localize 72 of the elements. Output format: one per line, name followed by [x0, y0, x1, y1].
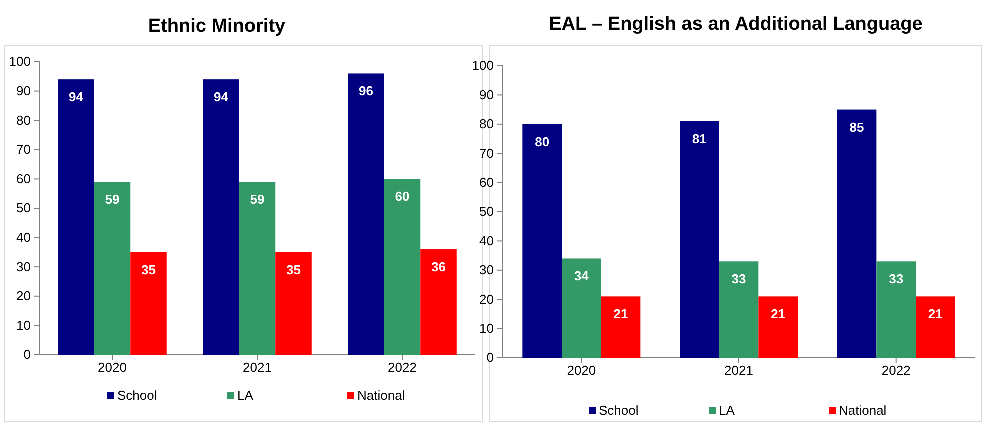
bar — [94, 182, 131, 355]
data-label: 33 — [732, 272, 746, 287]
legend-label: LA — [238, 388, 254, 403]
bar — [420, 250, 457, 355]
y-tick-label: 20 — [480, 292, 494, 307]
y-tick-label: 50 — [16, 200, 31, 216]
y-tick-label: 60 — [16, 171, 31, 186]
bar — [719, 262, 759, 358]
y-tick-label: 70 — [480, 146, 494, 161]
y-tick-label: 80 — [16, 112, 31, 128]
x-tick-label: 2022 — [388, 360, 417, 376]
data-label: 94 — [69, 90, 84, 105]
bar — [601, 296, 641, 358]
y-tick-label: 70 — [16, 142, 31, 158]
bar — [58, 80, 94, 355]
data-label: 21 — [771, 306, 786, 322]
legend-label: School — [599, 403, 639, 418]
data-label: 35 — [286, 262, 301, 278]
y-tick-label: 100 — [472, 58, 494, 74]
legend-label: National — [358, 388, 406, 403]
bar — [276, 252, 312, 355]
data-label: 59 — [105, 192, 120, 208]
x-tick-label: 2022 — [882, 363, 911, 378]
bar — [522, 124, 562, 358]
bar — [837, 110, 877, 358]
y-tick-label: 30 — [16, 259, 31, 274]
bar — [384, 179, 421, 355]
data-label: 33 — [889, 272, 904, 287]
data-label: 59 — [250, 192, 265, 208]
y-tick-label: 0 — [24, 347, 31, 362]
y-tick-label: 30 — [480, 262, 494, 278]
y-tick-label: 50 — [480, 204, 494, 220]
bar — [239, 182, 276, 355]
bar — [758, 296, 798, 358]
y-tick-label: 60 — [480, 174, 494, 190]
y-tick-label: 20 — [16, 288, 31, 304]
data-label: 36 — [432, 260, 446, 275]
chart-title: EAL – English as an Additional Language — [549, 14, 923, 35]
bar — [680, 121, 720, 358]
y-tick-label: 90 — [480, 87, 494, 102]
data-label: 81 — [692, 131, 707, 146]
y-tick-label: 90 — [16, 83, 31, 98]
y-tick-label: 80 — [480, 116, 494, 132]
data-label: 21 — [614, 306, 628, 322]
bar — [876, 262, 916, 358]
y-tick-label: 10 — [480, 320, 494, 336]
bar — [916, 296, 956, 358]
x-tick-label: 2020 — [567, 363, 596, 378]
y-tick-label: 10 — [16, 318, 31, 333]
x-tick-label: 2021 — [243, 360, 272, 376]
legend-label: National — [839, 403, 887, 418]
data-label: 96 — [359, 84, 374, 99]
data-label: 80 — [535, 134, 550, 150]
data-label: 60 — [395, 189, 410, 204]
chart-title: Ethnic Minority — [148, 16, 286, 37]
legend-label: LA — [719, 403, 736, 418]
bar — [562, 258, 602, 358]
legend-label: School — [118, 388, 158, 403]
y-tick-label: 40 — [480, 233, 494, 248]
data-label: 35 — [142, 262, 156, 278]
x-tick-label: 2020 — [98, 360, 127, 376]
data-label: 85 — [850, 120, 864, 135]
y-tick-label: 100 — [9, 54, 31, 70]
data-label: 34 — [574, 268, 590, 284]
data-label: 94 — [214, 90, 230, 105]
y-tick-label: 40 — [16, 230, 31, 245]
data-label: 21 — [928, 306, 943, 322]
bar — [203, 80, 240, 355]
bar — [348, 74, 384, 355]
bar — [130, 252, 167, 355]
y-tick-label: 0 — [486, 350, 494, 366]
x-tick-label: 2021 — [724, 363, 754, 378]
